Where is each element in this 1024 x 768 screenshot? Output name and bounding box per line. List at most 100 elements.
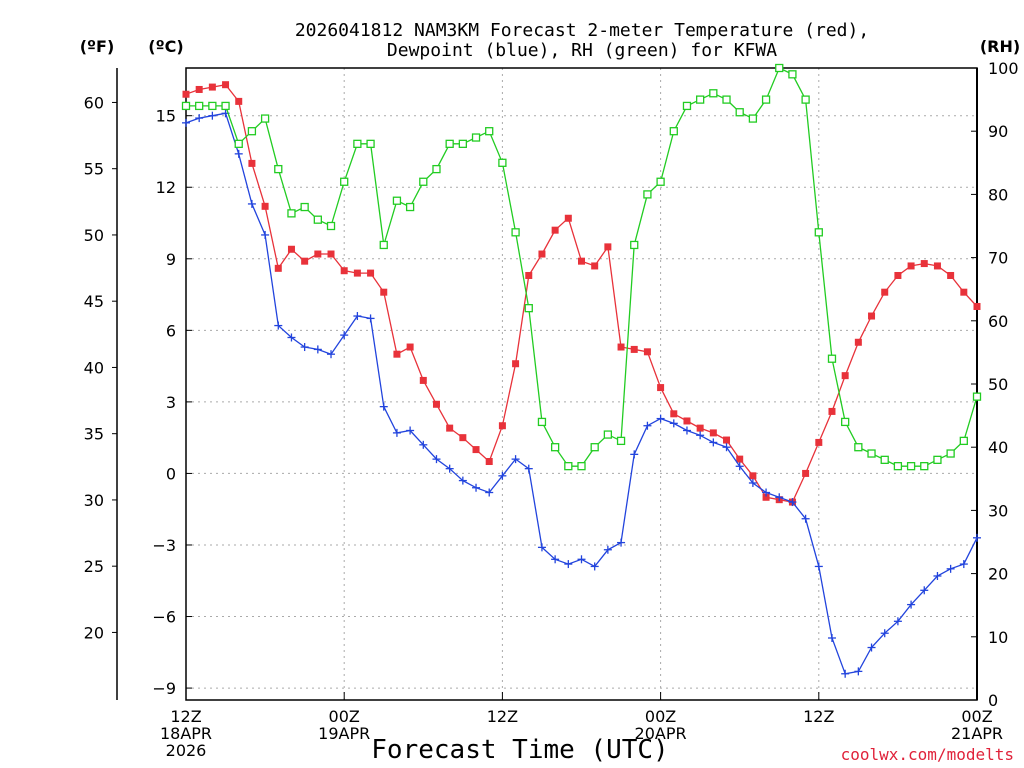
rh-tick-label: 20 (988, 565, 1008, 584)
fahrenheit-tick-label: 60 (84, 93, 104, 112)
dewpoint-point (696, 431, 705, 440)
rh-point (630, 240, 639, 250)
temperature-point (512, 360, 520, 368)
dewpoint-point (959, 560, 968, 569)
celsius-tick-label: 3 (166, 393, 176, 412)
temperature-point (472, 446, 480, 454)
rh-point (906, 462, 916, 471)
temperature-point (709, 429, 717, 437)
dewpoint-point (208, 111, 217, 120)
temperature-point (881, 288, 889, 296)
rh-point (221, 101, 230, 111)
rh-point (880, 455, 889, 464)
rh-point (524, 304, 533, 313)
rh-tick-label: 80 (988, 185, 1008, 204)
rh-point (195, 101, 204, 111)
x-tick-label: 20APR (635, 724, 687, 743)
rh-point (366, 139, 375, 148)
rh-point (511, 228, 520, 237)
rh-point (946, 449, 955, 458)
temperature-point (419, 376, 427, 384)
fahrenheit-tick-label: 20 (84, 623, 104, 642)
dewpoint-point (762, 488, 771, 497)
dewpoint-point (630, 450, 639, 459)
dewpoint-point (432, 455, 441, 464)
dewpoint-point (537, 543, 546, 552)
rh-point (247, 127, 257, 136)
rh-point (841, 417, 850, 427)
plot-frame (185, 67, 978, 701)
rh-tick-label: 90 (988, 122, 1008, 141)
temperature-point (208, 83, 216, 91)
fahrenheit-tick-label: 50 (84, 226, 104, 245)
celsius-tick-label: −3 (152, 536, 176, 555)
temperature-point (261, 202, 269, 210)
series-dewpoint (182, 109, 981, 678)
temperature-line (185, 83, 978, 503)
rh-point (419, 177, 428, 186)
temperature-point (894, 271, 902, 279)
rh-point (867, 449, 876, 458)
rh-line (186, 67, 978, 467)
rh-point (300, 202, 309, 212)
rh-point (353, 139, 362, 148)
rh-tick-label: 40 (988, 438, 1008, 457)
dewpoint-point (261, 230, 270, 239)
x-tick-label: 21APR (951, 724, 1003, 743)
temperature-point (314, 250, 322, 258)
rh-tick-label: 100 (988, 59, 1019, 78)
rh-point (854, 443, 863, 452)
temperature-point (340, 267, 348, 275)
dewpoint-point (854, 667, 863, 676)
rh-point (709, 89, 718, 98)
dewpoint-point (841, 669, 850, 678)
rh-point (445, 139, 454, 148)
dewpoint-point (735, 462, 744, 471)
celsius-tick-label: 12 (156, 178, 176, 197)
temperature-point (538, 250, 546, 258)
dewpoint-point (577, 555, 586, 564)
tick-labels: 15129630−3−6−960555045403530252010090807… (84, 59, 1019, 760)
rh-point (788, 70, 797, 79)
dewpoint-point (775, 493, 784, 502)
temperature-point (696, 424, 704, 432)
temperature-point (485, 458, 493, 466)
axes (112, 67, 978, 701)
dewpoint-point (379, 402, 388, 411)
dewpoint-point (340, 331, 349, 340)
temperature-point (617, 343, 625, 351)
temperature-point (235, 97, 243, 105)
rh-point (564, 462, 573, 471)
fahrenheit-tick-label: 35 (84, 425, 104, 444)
temperature-point (591, 262, 599, 270)
dewpoint-point (313, 345, 322, 354)
temperature-point (815, 438, 823, 446)
temperature-point (643, 348, 651, 356)
rh-point (471, 133, 481, 142)
dewpoint-point (907, 600, 916, 609)
rh-point (814, 228, 823, 237)
temperature-point (841, 372, 849, 380)
temperature-point (802, 469, 810, 477)
dewpoint-point (327, 350, 336, 359)
temperature-point (868, 312, 876, 320)
x-tick-label: 00Z (961, 707, 992, 726)
temperature-point (327, 250, 335, 258)
dewpoint-point (366, 314, 375, 323)
dewpoint-point (419, 440, 428, 449)
dewpoint-point (814, 562, 823, 571)
rh-point (577, 462, 586, 471)
dewpoint-point (392, 428, 401, 437)
rh-point (801, 95, 810, 104)
x-tick-label: 12Z (170, 707, 201, 726)
rh-point (340, 177, 349, 186)
fahrenheit-tick-label: 55 (84, 160, 104, 179)
temperature-point (301, 257, 309, 265)
rh-point (933, 455, 942, 464)
temperature-point (525, 271, 533, 279)
dewpoint-point (195, 114, 204, 123)
dewpoint-point (946, 564, 955, 573)
temperature-point (432, 400, 440, 408)
temperature-point (762, 493, 770, 501)
